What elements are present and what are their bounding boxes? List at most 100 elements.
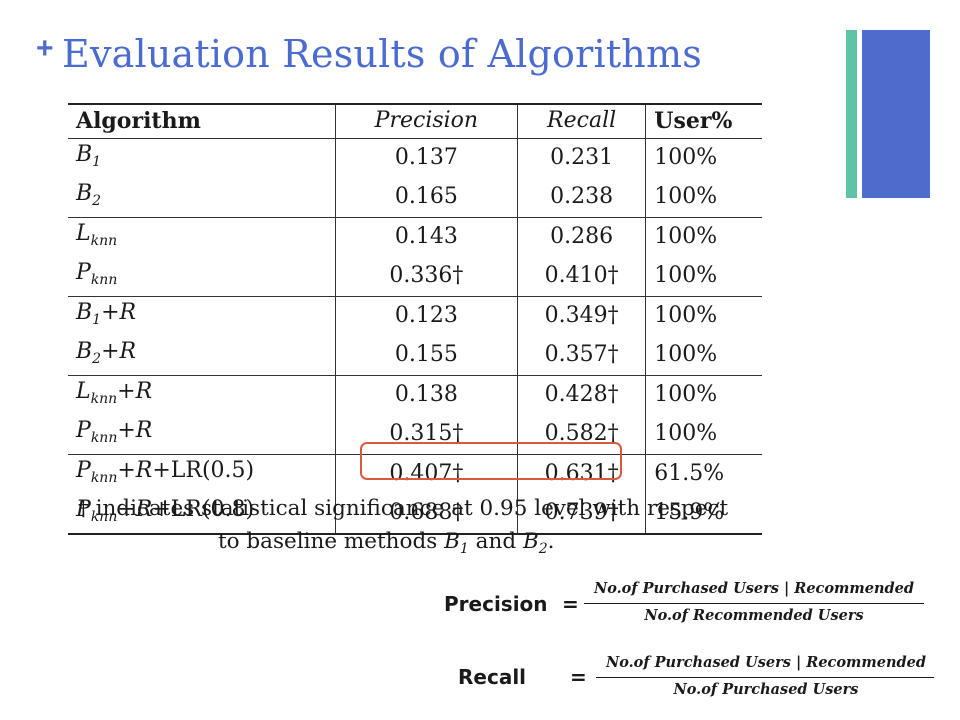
algorithm-symbol: L xyxy=(76,378,91,404)
cell-recall: 0.410† xyxy=(516,256,646,297)
cell-precision: 0.137 xyxy=(334,137,518,178)
cell-user-percent: 100% xyxy=(645,137,762,178)
cell-precision: 0.143 xyxy=(334,216,518,257)
table-row: B1 0.137 0.231 100% xyxy=(68,137,762,178)
precision-fraction-bar xyxy=(584,603,924,605)
table-row: B2 0.165 0.238 100% xyxy=(68,177,762,218)
footnote-line-2: to baseline methods B1 and B2. xyxy=(218,529,555,557)
table-row: Lknn+R 0.138 0.428† 100% xyxy=(68,374,762,415)
precision-equals: = xyxy=(562,592,579,616)
results-table-figure: Algorithm Precision Recall User% B1 0.137… xyxy=(68,100,762,560)
cell-precision: 0.155 xyxy=(334,335,518,376)
cell-algorithm: Pknn xyxy=(68,257,335,297)
title-plus-icon: + xyxy=(36,32,54,65)
cell-algorithm: B1 xyxy=(68,137,336,178)
algorithm-symbol: L xyxy=(76,220,91,246)
algorithm-subscript: knn xyxy=(90,469,118,486)
algorithm-symbol: B xyxy=(76,299,93,325)
cell-recall: 0.428† xyxy=(516,374,646,415)
table-row: Pknn+R 0.315† 0.582† 100% xyxy=(68,414,762,455)
table-row: Pknn+R+LR(0.5) 0.407† 0.631† 61.5% xyxy=(68,453,762,494)
recall-label: Recall xyxy=(458,665,527,689)
algorithm-suffix: +R xyxy=(101,338,137,364)
cell-recall: 0.582† xyxy=(516,414,646,455)
cell-recall: 0.349† xyxy=(516,295,646,336)
algorithm-subscript: knn xyxy=(90,508,118,525)
algorithm-lr-suffix: LR(0.8) xyxy=(170,496,255,522)
algorithm-subscript: knn xyxy=(90,390,118,407)
algorithm-symbol: B xyxy=(76,338,93,364)
cell-precision: 0.165 xyxy=(334,177,518,218)
results-table: Algorithm Precision Recall User% B1 0.137… xyxy=(68,102,762,535)
cell-recall: 0.238 xyxy=(516,177,646,218)
cell-user-percent: 61.5% xyxy=(645,453,762,494)
algorithm-subscript: 2 xyxy=(92,350,102,367)
cell-precision: 0.315† xyxy=(334,414,518,455)
cell-user-percent: 100% xyxy=(645,335,762,376)
table-row: B2+R 0.155 0.357† 100% xyxy=(68,335,762,376)
cell-algorithm: B2+R xyxy=(68,336,335,376)
algorithm-subscript: 1 xyxy=(92,153,102,170)
table-row: Pknn 0.336† 0.410† 100% xyxy=(68,256,762,297)
decorative-bar-teal xyxy=(846,30,857,198)
algorithm-suffix: +R xyxy=(117,378,153,404)
header-algorithm: Algorithm xyxy=(68,102,336,139)
cell-precision: 0.688† xyxy=(334,493,518,535)
table-row: B1+R 0.123 0.349† 100% xyxy=(68,295,762,336)
cell-algorithm: Pknn+R+LR(0.8) xyxy=(68,493,336,535)
cell-algorithm: B1+R xyxy=(68,295,336,336)
header-user-percent: User% xyxy=(645,102,762,139)
cell-recall: 0.286 xyxy=(516,216,646,257)
cell-algorithm: Pknn+R xyxy=(68,415,335,455)
algorithm-symbol: P xyxy=(76,417,91,443)
decorative-bar-blue xyxy=(862,30,930,198)
algorithm-symbol: P xyxy=(76,457,91,483)
cell-user-percent: 100% xyxy=(645,295,762,336)
cell-algorithm: Lknn xyxy=(68,216,336,257)
precision-denominator: No.of Recommended Users xyxy=(644,607,864,624)
table-row: Pknn+R+LR(0.8) 0.688† 0.739† 15.9% xyxy=(68,493,762,535)
algorithm-symbol: P xyxy=(76,496,91,522)
algorithm-symbol: B xyxy=(76,141,93,167)
recall-denominator: No.of Purchased Users xyxy=(673,681,859,698)
precision-label: Precision xyxy=(444,592,548,616)
algorithm-subscript: knn xyxy=(90,271,118,288)
cell-algorithm: B2 xyxy=(68,178,335,218)
highlight-box xyxy=(360,442,622,480)
algorithm-subscript: knn xyxy=(90,232,118,249)
algorithm-subscript: 2 xyxy=(92,192,102,209)
footnote-line-1: † indicates statistical significance at … xyxy=(78,496,729,521)
algorithm-lr-suffix: LR(0.5) xyxy=(170,457,255,483)
cell-precision: 0.336† xyxy=(334,256,518,297)
cell-user-percent: 100% xyxy=(645,256,762,297)
cell-recall: 0.357† xyxy=(516,335,646,376)
algorithm-symbol: P xyxy=(76,259,91,285)
cell-user-percent: 100% xyxy=(645,414,762,455)
table-footnote: † indicates statistical significance at … xyxy=(78,492,758,566)
cell-precision: 0.138 xyxy=(334,374,518,415)
cell-algorithm: Lknn+R xyxy=(68,374,336,415)
cell-user-percent: 100% xyxy=(645,374,762,415)
cell-user-percent: 100% xyxy=(645,177,762,218)
algorithm-subscript: knn xyxy=(90,429,118,446)
algorithm-symbol: B xyxy=(76,180,93,206)
cell-recall: 0.631† xyxy=(516,453,646,494)
cell-recall: 0.231 xyxy=(516,137,646,178)
cell-user-percent: 15.9% xyxy=(645,493,762,535)
table-row: Lknn 0.143 0.286 100% xyxy=(68,216,762,257)
algorithm-subscript: 1 xyxy=(92,311,102,328)
recall-numerator: No.of Purchased Users | Recommended xyxy=(605,654,927,671)
header-recall: Recall xyxy=(516,102,646,139)
algorithm-suffix: +R xyxy=(117,417,153,443)
cell-user-percent: 100% xyxy=(645,216,762,257)
cell-precision: 0.123 xyxy=(334,295,518,336)
cell-recall: 0.739† xyxy=(516,493,646,535)
slide-title: Evaluation Results of Algorithms xyxy=(62,32,702,76)
cell-algorithm: Pknn+R+LR(0.5) xyxy=(68,453,336,494)
algorithm-suffix: +R xyxy=(101,299,137,325)
recall-fraction-bar xyxy=(596,677,934,679)
table-header-row: Algorithm Precision Recall User% xyxy=(68,102,762,139)
header-precision: Precision xyxy=(334,102,518,139)
algorithm-suffix: +R+ xyxy=(117,496,171,522)
algorithm-suffix: +R+ xyxy=(117,457,171,483)
